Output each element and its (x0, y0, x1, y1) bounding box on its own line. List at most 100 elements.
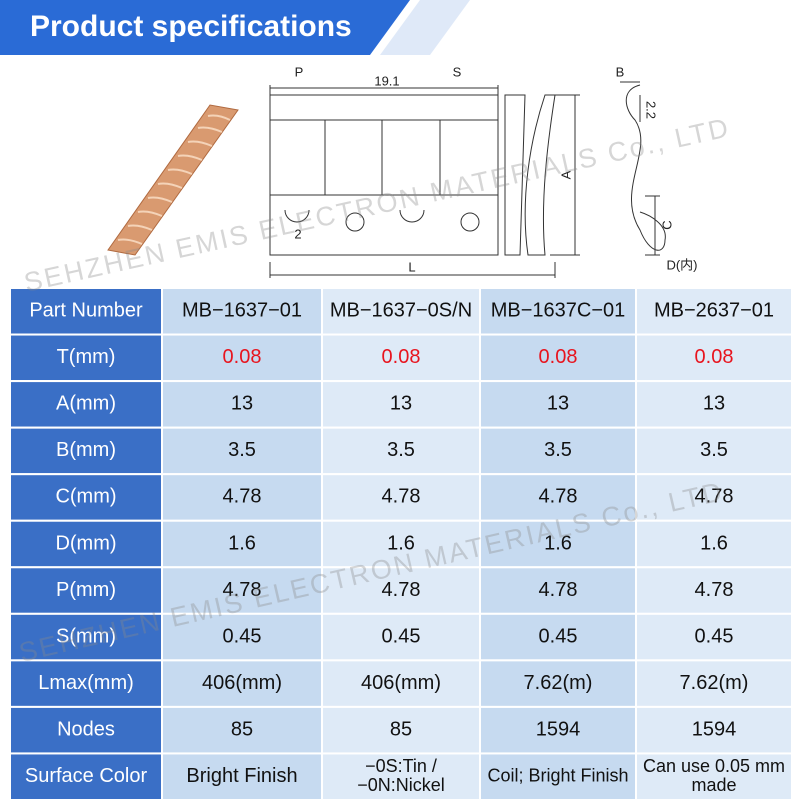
table-cell (9, 705, 163, 755)
table-cell (9, 426, 163, 476)
cell-text: A(mm) (56, 393, 116, 415)
table-cell (9, 659, 163, 708)
cell-text: 4.78 (382, 486, 421, 508)
cell-text: MB−1637−01 (182, 300, 302, 322)
cell-text: B(mm) (56, 439, 116, 461)
cell-text: 0.45 (223, 625, 262, 647)
table-cell (161, 612, 323, 662)
table-cell (321, 333, 481, 383)
cell-text: −0N:Nickel (357, 775, 445, 795)
table-cell (479, 752, 637, 800)
cell-text: 1.6 (544, 532, 572, 554)
table-cell (9, 612, 163, 662)
cell-text: 1594 (692, 718, 737, 740)
dim-label: B (616, 64, 625, 79)
table-cell (9, 333, 163, 383)
table-cell (321, 287, 481, 336)
cell-text: 0.08 (539, 346, 578, 368)
cell-text: Part Number (29, 300, 143, 322)
cell-text: S(mm) (56, 625, 116, 647)
table-cell (635, 566, 793, 615)
cell-text: Can use 0.05 mm (643, 756, 785, 776)
cell-text: 3.5 (387, 439, 415, 461)
cell-text: 0.45 (695, 625, 734, 647)
cell-text: 1.6 (387, 532, 415, 554)
dim-label: D(内) (666, 257, 697, 272)
cell-text: 4.78 (382, 579, 421, 601)
table-cell (9, 752, 163, 800)
cell-text: 1.6 (228, 532, 256, 554)
cell-text: D(mm) (55, 532, 116, 554)
cell-text: −0S:Tin / (365, 756, 437, 776)
cell-text: C(mm) (55, 486, 116, 508)
table-cell (161, 287, 323, 336)
cell-text: 13 (547, 393, 569, 415)
cell-text: 13 (703, 393, 725, 415)
table-cell (321, 659, 481, 708)
table-cell (635, 426, 793, 476)
dim-label: 2.2 (644, 101, 659, 119)
cell-text: 13 (231, 393, 253, 415)
dim-label: A (558, 170, 573, 179)
cell-text: 3.5 (700, 439, 728, 461)
table-cell (479, 519, 637, 569)
table-cell (321, 612, 481, 662)
spec-table: Part Number MB−1637−01 MB−1637−0S/N MB−1637… (9, 287, 793, 800)
cell-text: Coil; Bright Finish (487, 765, 628, 785)
cell-text: 4.78 (539, 486, 578, 508)
dim-label: C (659, 220, 674, 229)
dim-label: P (295, 64, 304, 79)
cell-text: 0.45 (382, 625, 421, 647)
cell-text: 0.45 (539, 625, 578, 647)
cell-text: made (691, 775, 736, 795)
dim-label: 19.1 (374, 73, 399, 88)
cell-text: MB−1637−0S/N (330, 300, 472, 322)
title: Product specifications (30, 10, 352, 43)
table-cell (635, 380, 793, 429)
dim-label: L (408, 259, 415, 274)
table-cell (161, 519, 323, 569)
cell-text: MB−1637C−01 (491, 300, 626, 322)
cell-text: 85 (231, 718, 253, 740)
cell-text: 3.5 (544, 439, 572, 461)
cell-text: 13 (390, 393, 412, 415)
cell-text: 0.08 (382, 346, 421, 368)
table-cell (479, 333, 637, 383)
cell-text: Nodes (57, 718, 115, 740)
cell-text: 85 (390, 718, 412, 740)
table-cell (321, 752, 481, 800)
dim-label: 2 (294, 226, 301, 241)
technical-drawing (269, 81, 666, 278)
table-cell (635, 612, 793, 662)
table-cell (635, 287, 793, 336)
table-cell (479, 426, 637, 476)
cell-text: 7.62(m) (680, 672, 749, 694)
cell-text: 4.78 (539, 579, 578, 601)
cell-text: Bright Finish (186, 765, 297, 787)
cell-text: 1.6 (700, 532, 728, 554)
table-cell (9, 380, 163, 429)
cell-text: 406(mm) (361, 672, 441, 694)
cell-text: 406(mm) (202, 672, 282, 694)
cell-text: 7.62(m) (524, 672, 593, 694)
table-cell (479, 380, 637, 429)
cell-text: P(mm) (56, 579, 116, 601)
table-cell (161, 333, 323, 383)
cell-text: 3.5 (228, 439, 256, 461)
cell-text: 4.78 (223, 486, 262, 508)
cell-text: T(mm) (57, 346, 116, 368)
table-cell (9, 473, 163, 522)
dim-label: S (453, 64, 462, 79)
cell-text: MB−2637−01 (654, 300, 774, 322)
table-cell (635, 333, 793, 383)
title-banner (0, 0, 410, 55)
cell-text: 0.08 (223, 346, 262, 368)
cell-text: Lmax(mm) (38, 672, 134, 694)
cell-text: Surface Color (25, 765, 148, 787)
table-cell (321, 380, 481, 429)
table-cell (635, 752, 793, 800)
cell-text: 1594 (536, 718, 581, 740)
table-cell (161, 659, 323, 708)
cell-text: 4.78 (695, 579, 734, 601)
